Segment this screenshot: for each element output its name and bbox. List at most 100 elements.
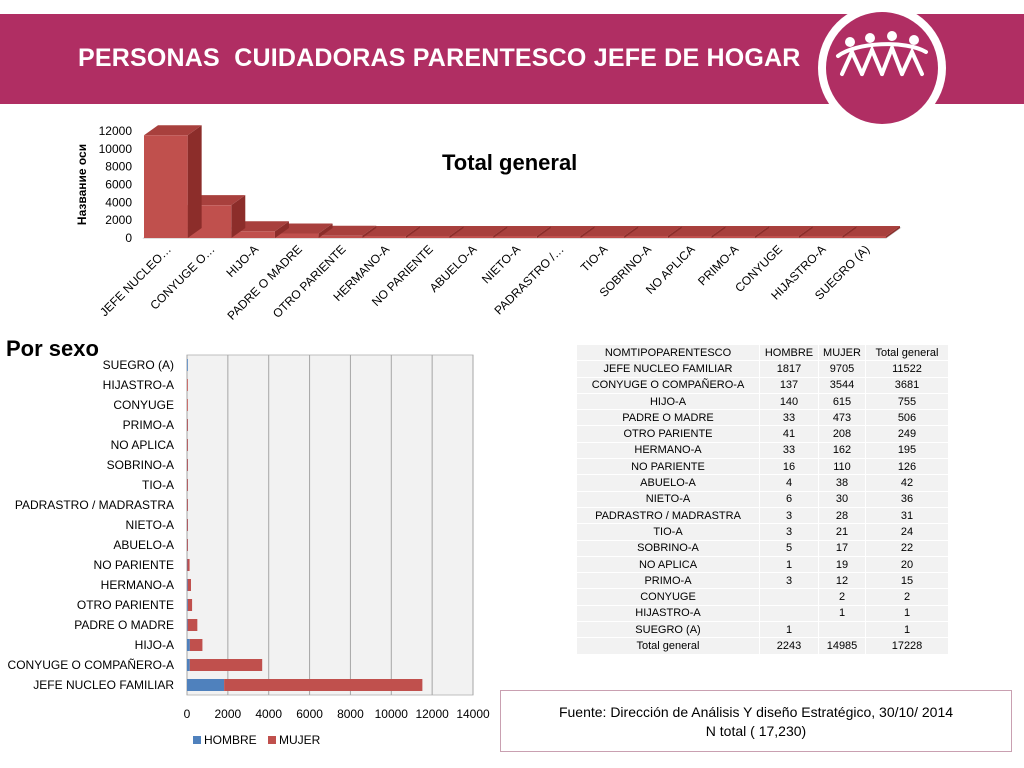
bar-mujer [224,679,423,691]
table-cell: 20 [865,555,949,574]
bar-side [755,226,770,238]
bar-mujer [187,399,188,411]
table-cell: 21 [818,523,866,541]
table-cell: 17228 [865,637,949,655]
table-cell: 42 [865,474,949,492]
logo-disc [826,12,938,124]
table-cell: 195 [865,441,949,460]
table-row: ABUELO-A 4 38 42 [576,474,949,492]
table-row: JEFE NUCLEO FAMILIAR 1817 9705 11522 [576,360,949,378]
n-total: N total ( 17,230) [705,723,807,739]
legend-label: HOMBRE [204,733,257,747]
page-title: PERSONAS CUIDADORAS PARENTESCO JEFE DE H… [78,44,801,72]
table-cell: NO PARIENTE [576,458,760,476]
y-tick-label: HIJO-A [135,638,174,652]
bar-side [580,226,595,238]
table-cell: 2 [865,588,949,606]
y-tick-label: 6000 [105,178,132,192]
bar-top [580,226,639,236]
source-note: Fuente: Dirección de Análisis Y diseño E… [500,690,1012,752]
bar-mujer [187,619,198,631]
bar-top [536,226,595,236]
bar-side [362,225,377,238]
table-cell: HIJO-A [576,392,760,411]
table-cell: 2 [818,588,866,606]
table-row: NO PARIENTE 16 110 126 [576,458,949,476]
table-cell: HIJASTRO-A [576,604,760,623]
table-cell: NO APLICA [576,555,760,574]
table-row: NIETO-A 6 30 36 [576,490,949,508]
table-cell: 28 [818,506,866,525]
bar-top [711,226,770,236]
table-cell: 3681 [865,376,949,394]
table-cell: 9705 [818,360,866,378]
table-cell [818,621,866,639]
table-cell: CONYUGE [576,588,760,606]
bar-top [362,226,420,236]
table-cell: 1 [759,555,819,574]
y-tick-label: HIJASTRO-A [103,378,174,392]
bar-top [144,125,202,136]
table-cell: SUEGRO (A) [576,621,760,639]
bar-side [231,195,246,238]
table-cell: 3544 [818,376,866,394]
section-label-por-sexo: Por sexo [6,336,99,361]
bar-top [755,226,813,236]
bar-top [493,226,551,236]
y-tick-label: 12000 [99,124,133,138]
y-tick-label: SOBRINO-A [107,458,174,472]
bar-side [493,226,508,238]
table-row: NO APLICA 1 19 20 [576,555,949,574]
bar-mujer [187,579,191,591]
bar-mujer [187,459,188,471]
table-cell: PADRASTRO / MADRASTRA [576,506,760,525]
bar [624,236,668,238]
bar [798,236,843,238]
bar-mujer [187,559,190,571]
table-row: HIJASTRO-A 1 1 [576,604,949,623]
bar-top [667,226,726,236]
table-row: SUEGRO (A) 1 1 [576,621,949,639]
bar-hombre [187,659,190,671]
table-cell: 3 [759,506,819,525]
bar-top [405,226,464,236]
y-tick-label: HERMANO-A [101,578,174,592]
table-cell [759,588,819,606]
bar [755,236,799,238]
bar-hombre [187,619,188,631]
table-cell: PADRE O MADRE [576,409,760,427]
table-cell: Total general [576,637,760,655]
bar-mujer [189,659,263,671]
table-cell: 16 [759,458,819,476]
table-cell: 14985 [818,637,866,655]
table-cell: 15 [865,572,949,590]
table-cell: SOBRINO-A [576,539,760,557]
table-cell: 36 [865,490,949,508]
y-tick-label: CONYUGE O COMPAÑERO-A [8,658,174,672]
table-cell: 41 [759,425,819,443]
y-tick-label: 0 [125,231,132,245]
bar-mujer [187,419,188,431]
table-cell: 33 [759,441,819,460]
bar [405,236,450,238]
table-cell: 11522 [865,360,949,378]
y-tick-label: 2000 [105,213,132,227]
y-tick-label: OTRO PARIENTE [77,598,174,612]
y-tick-label: PADRASTRO / MADRASTRA [15,498,174,512]
y-tick-label: JEFE NUCLEO FAMILIAR [33,678,174,692]
table-cell: 1 [865,604,949,623]
table-cell: 31 [865,506,949,525]
y-tick-label: PADRE O MADRE [74,618,174,632]
bar-hombre [187,579,188,591]
x-tick-label: 2000 [215,707,242,721]
x-tick-label: 6000 [296,707,323,721]
table-header-row: NOMTIPOPARENTESCO HOMBRE MUJER Total gen… [576,343,949,362]
bar [580,236,625,238]
table-cell: 755 [865,392,949,411]
y-axis-label: Название оси [75,144,89,225]
table-cell: 12 [818,572,866,590]
bar [711,236,756,238]
table-row: HIJO-A 140 615 755 [576,392,949,411]
